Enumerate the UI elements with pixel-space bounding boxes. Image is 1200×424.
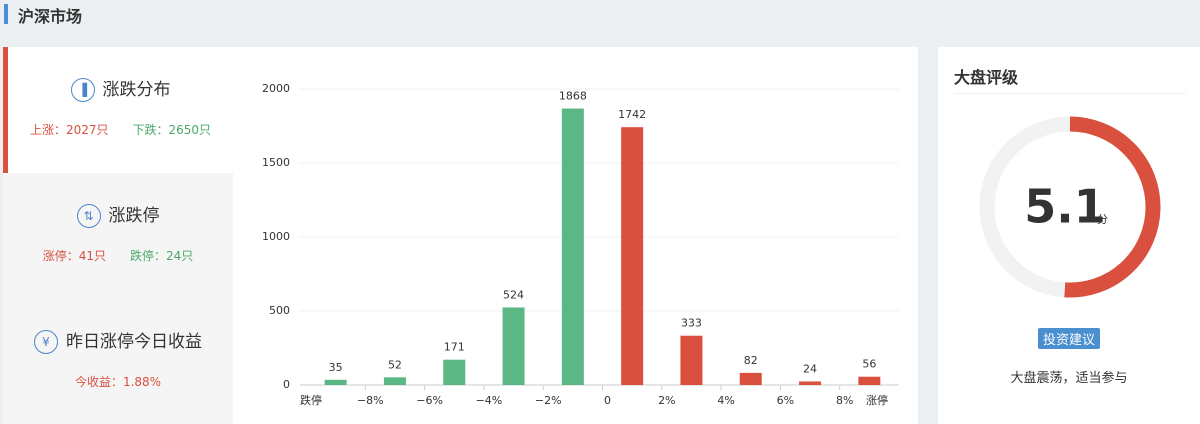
tab-label: 涨跌分布 xyxy=(102,80,171,100)
x-tick-label: 8% xyxy=(836,394,853,407)
x-tick-label: −4% xyxy=(476,394,503,407)
gauge-arc xyxy=(1064,116,1161,298)
y-tick-label: 500 xyxy=(269,304,290,317)
x-tick-label: −8% xyxy=(357,394,384,407)
icon: ▐ xyxy=(70,78,95,102)
y-tick-label: 2000 xyxy=(262,82,290,95)
tab[interactable]: ⇅ 涨跌停 涨停：41只 跌停：24只 xyxy=(3,173,233,299)
bar xyxy=(799,381,822,385)
x-tick-label: 2% xyxy=(658,394,675,407)
data-label: 35 xyxy=(329,361,343,374)
data-label: 1742 xyxy=(618,108,646,121)
tab-title: ▐ 涨跌分布 xyxy=(8,75,233,102)
y-tick-label: 1000 xyxy=(262,230,290,243)
icon: ⇅ xyxy=(76,204,101,228)
data-label: 82 xyxy=(744,354,758,367)
advice-button[interactable]: 投资建议 xyxy=(1038,328,1101,349)
rating-title: 大盘评级 xyxy=(954,68,1019,87)
data-label: 56 xyxy=(862,358,876,371)
x-tick-label: 0 xyxy=(604,394,611,407)
x-tick-label: −6% xyxy=(416,394,443,407)
icon: ¥ xyxy=(34,330,58,354)
x-tick-label: 4% xyxy=(717,394,734,407)
y-tick-label: 1500 xyxy=(262,156,290,169)
divider xyxy=(954,93,1186,94)
header-title: 沪深市场 xyxy=(18,7,83,26)
tab-label: 涨跌停 xyxy=(108,206,160,226)
bar xyxy=(561,108,584,385)
sidebar: ▐ 涨跌分布 上涨：2027只 下跌：2650只 ⇅ 涨跌停 涨停：41只 跌停：24只… xyxy=(3,47,233,424)
data-label: 24 xyxy=(803,362,817,375)
data-label: 1868 xyxy=(559,90,587,103)
header-accent xyxy=(4,4,8,24)
advice-text: 大盘震荡，适当参与 xyxy=(1010,371,1128,386)
header: 沪深市场 xyxy=(0,0,1200,30)
bar xyxy=(858,376,881,385)
x-tick-label: 跌停 xyxy=(300,393,322,407)
bar xyxy=(324,379,347,385)
stat: 涨停：41只 xyxy=(42,249,106,263)
y-tick-label: 0 xyxy=(283,378,290,391)
bar xyxy=(443,359,466,385)
tab[interactable]: ▐ 涨跌分布 上涨：2027只 下跌：2650只 xyxy=(3,47,233,173)
stat: 今收益：1.88% xyxy=(74,375,162,389)
data-label: 333 xyxy=(681,317,702,330)
score-unit: 分 xyxy=(1097,213,1108,226)
x-tick-label: 涨停 xyxy=(866,393,888,407)
tab[interactable]: ¥ 昨日涨停今日收益 今收益：1.88% xyxy=(3,299,233,424)
stat: 下跌：2650只 xyxy=(132,123,212,137)
x-tick-label: 6% xyxy=(777,394,794,407)
bar xyxy=(502,307,525,385)
data-label: 52 xyxy=(388,358,402,371)
tab-label: 昨日涨停今日收益 xyxy=(66,332,202,352)
tab-title: ⇅ 涨跌停 xyxy=(3,201,233,228)
data-label: 524 xyxy=(503,288,524,301)
stat: 跌停：24只 xyxy=(130,249,194,263)
score: 5.1 xyxy=(1024,180,1106,234)
tab-title: ¥ 昨日涨停今日收益 xyxy=(3,327,233,354)
rating-panel: 大盘评级 投资建议 大盘震荡，适当参与 xyxy=(938,47,1200,424)
x-tick-label: −2% xyxy=(535,394,562,407)
bar xyxy=(383,377,406,385)
bar xyxy=(739,372,762,385)
data-label: 171 xyxy=(444,341,465,354)
stat: 上涨：2027只 xyxy=(29,123,109,137)
bar xyxy=(680,335,703,385)
bar xyxy=(621,127,644,386)
